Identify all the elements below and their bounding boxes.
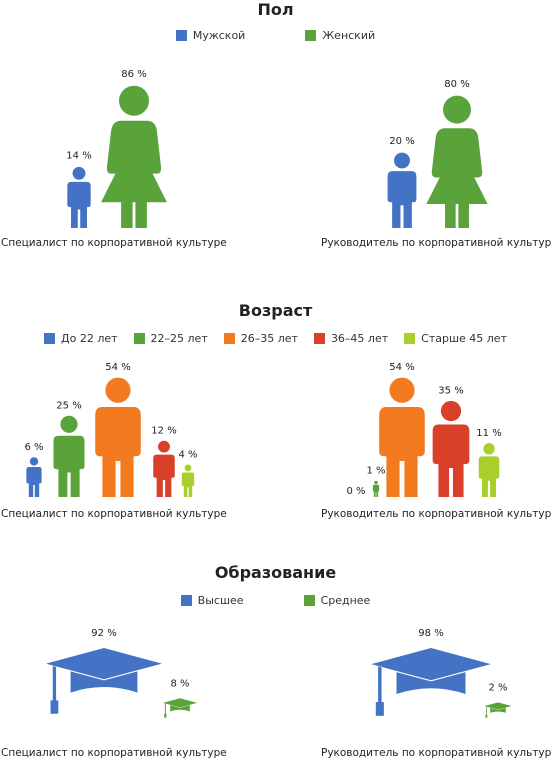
gender-panel-specialist: 14 % 86 % Специалист по корпоративной кул… xyxy=(0,50,275,250)
age-value-label-22-25: 25 % xyxy=(56,400,81,411)
legend-swatch-age-over45 xyxy=(404,333,416,344)
age-caption-manager: Руководитель по корпоративной культуре xyxy=(321,508,551,520)
education-panel-specialist: 92 % 8 % Специалист по корпоративной куль… xyxy=(0,620,275,762)
legend-label-age-36-45: 36–45 лет xyxy=(330,332,389,345)
legend-swatch-age-under22 xyxy=(44,333,55,344)
education-value-label-secondary: 8 % xyxy=(170,678,189,689)
legend-item-age-36-45: 36–45 лет xyxy=(313,332,389,345)
legend-item-secondary: Среднее xyxy=(303,594,371,607)
education-panel-manager: 98 % 2 % Руководитель по корпоративной ку… xyxy=(276,620,551,762)
legend-swatch-female xyxy=(305,30,317,41)
legend-label-higher: Высшее xyxy=(197,594,244,607)
legend-item-male: Мужской xyxy=(175,29,246,42)
gender-chart-manager: 20 % 80 % xyxy=(387,79,488,228)
age-figure-under22 xyxy=(26,457,42,497)
age-chart-manager: 0 %1 % 54 % 35 % 11 % xyxy=(346,362,502,497)
age-value-label-under22: 6 % xyxy=(24,442,43,453)
legend-item-age-26-35: 26–35 лет xyxy=(223,332,298,345)
age-figure-26-35 xyxy=(95,377,141,497)
education-cap-secondary xyxy=(162,698,198,718)
age-value-label-over45: 4 % xyxy=(178,449,197,460)
legend-swatch-age-36-45 xyxy=(313,333,325,344)
age-panel-manager: 0 % 1 % 54 % 35 % 11 % Руководитель по корпо… xyxy=(276,355,551,525)
age-value-label-36-45: 35 % xyxy=(438,385,463,396)
education-cap-higher xyxy=(371,648,491,716)
education-chart-specialist: 92 % 8 % xyxy=(46,628,198,718)
male-value-label: 20 % xyxy=(389,136,414,147)
age-figure-22-25 xyxy=(372,480,380,497)
age-legend: До 22 лет 22–25 лет 26–35 лет 36–45 лет … xyxy=(0,332,551,345)
female-value-label: 86 % xyxy=(121,69,146,80)
legend-swatch-higher xyxy=(180,595,192,606)
female-figure xyxy=(101,85,167,228)
education-legend: Высшее Среднее xyxy=(0,594,551,607)
legend-label-age-under22: До 22 лет xyxy=(61,332,118,345)
gender-panel-manager: 20 % 80 % Руководитель по корпоративной к… xyxy=(276,50,551,250)
legend-label-age-over45: Старше 45 лет xyxy=(421,332,507,345)
legend-swatch-age-26-35 xyxy=(223,333,235,344)
legend-label-female: Женский xyxy=(322,29,376,42)
legend-label-male: Мужской xyxy=(192,29,246,42)
legend-item-age-22-25: 22–25 лет xyxy=(133,332,208,345)
male-figure xyxy=(387,152,417,228)
age-value-label-36-45: 12 % xyxy=(151,425,176,436)
female-value-label: 80 % xyxy=(444,79,469,90)
legend-item-higher: Высшее xyxy=(180,594,244,607)
age-figure-26-35 xyxy=(379,377,425,497)
legend-label-age-22-25: 22–25 лет xyxy=(150,332,208,345)
legend-item-female: Женский xyxy=(305,29,375,42)
legend-swatch-secondary xyxy=(303,595,315,606)
age-figure-over45 xyxy=(181,464,195,497)
age-figure-36-45 xyxy=(432,400,470,497)
legend-swatch-male xyxy=(175,30,187,41)
gender-title: Пол xyxy=(257,0,294,19)
legend-item-age-over45: Старше 45 лет xyxy=(404,332,507,345)
education-chart-manager: 98 % 2 % xyxy=(371,628,512,718)
education-cap-higher xyxy=(46,648,162,714)
age-title: Возраст xyxy=(238,301,313,320)
male-value-label: 14 % xyxy=(66,151,91,162)
gender-caption-manager: Руководитель по корпоративной культуре xyxy=(321,237,551,249)
age-value-label-22-25: 1 % xyxy=(366,466,385,477)
gender-chart-specialist: 14 % 86 % xyxy=(66,69,167,228)
legend-label-secondary: Среднее xyxy=(320,594,371,607)
age-value-label-over45: 11 % xyxy=(476,428,501,439)
age-panel-specialist: 6 % 25 % 54 % 12 % 4 % Специалист по корпора… xyxy=(0,355,275,525)
male-figure xyxy=(67,166,91,228)
age-value-label-under22: 0 % xyxy=(346,486,365,497)
education-caption-specialist: Специалист по корпоративной культуре xyxy=(1,747,227,759)
age-value-label-26-35: 54 % xyxy=(105,362,130,373)
legend-swatch-age-22-25 xyxy=(133,333,145,344)
education-caption-manager: Руководитель по корпоративной культуре xyxy=(321,747,551,759)
age-caption-specialist: Специалист по корпоративной культуре xyxy=(1,508,227,520)
age-figure-over45 xyxy=(478,443,500,497)
age-value-label-26-35: 54 % xyxy=(389,362,414,373)
legend-label-age-26-35: 26–35 лет xyxy=(240,332,298,345)
education-value-label-secondary: 2 % xyxy=(488,682,507,693)
education-value-label-higher: 92 % xyxy=(91,628,116,639)
age-figure-36-45 xyxy=(153,440,175,497)
legend-item-age-under22: До 22 лет xyxy=(44,332,118,345)
education-title: Образование xyxy=(214,563,337,582)
gender-legend: Мужской Женский xyxy=(0,29,551,42)
age-chart-specialist: 6 % 25 % 54 % 12 % 4 % xyxy=(24,362,198,497)
age-figure-22-25 xyxy=(53,415,85,497)
education-value-label-higher: 98 % xyxy=(418,628,443,639)
education-cap-secondary xyxy=(484,702,512,718)
gender-caption-specialist: Специалист по корпоративной культуре xyxy=(1,237,227,249)
female-figure xyxy=(426,95,488,228)
